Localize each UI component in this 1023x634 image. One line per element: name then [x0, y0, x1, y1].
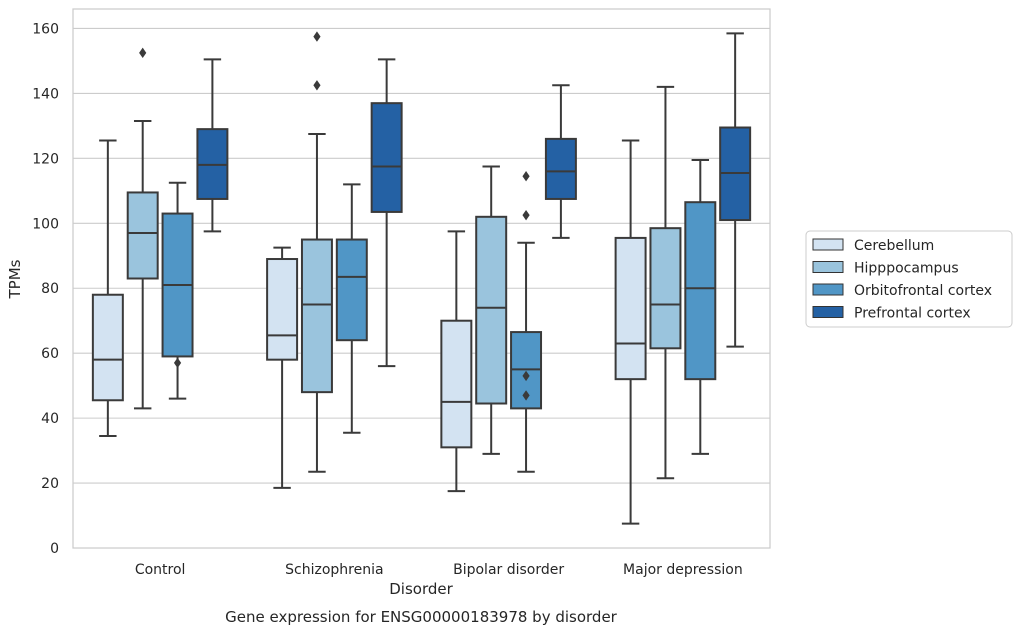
box-iqr: [300, 238, 333, 394]
y-tick-labels: 0 20 40 60 80 100 120 140 160: [32, 21, 59, 557]
y-tick-label: 100: [32, 216, 59, 232]
y-tick-label: 40: [41, 411, 59, 427]
legend-label: Orbitofrontal cortex: [854, 283, 992, 299]
x-tick-label: Major depression: [623, 562, 743, 578]
box-cerebellum: [91, 139, 124, 437]
x-tick-label: Bipolar disorder: [453, 562, 564, 578]
y-tick-label: 20: [41, 476, 59, 492]
y-tick-label: 140: [32, 86, 59, 102]
box-prefrontal-cortex: [196, 58, 229, 233]
legend-label: Cerebellum: [854, 238, 934, 254]
box-iqr: [475, 215, 508, 405]
chart-caption: Gene expression for ENSG00000183978 by d…: [225, 608, 618, 626]
x-tick-label: Control: [135, 562, 186, 578]
plot-frame: [72, 8, 771, 549]
box-orbitofrontal-cortex: [335, 183, 368, 434]
x-tick-labels: Control Schizophrenia Bipolar disorder Majo…: [135, 562, 743, 578]
legend-swatch: [812, 261, 844, 273]
legend: Cerebellum Hipppocampus Orbitofrontal cort…: [805, 230, 1013, 328]
box-cerebellum: [266, 246, 299, 489]
outlier-point: [139, 47, 147, 59]
x-axis-label: Disorder: [389, 580, 453, 598]
box-orbitofrontal-cortex: [161, 181, 194, 400]
box-iqr: [684, 201, 717, 381]
box-iqr: [370, 102, 403, 213]
box-plot-marks: [91, 31, 752, 525]
box-iqr: [126, 191, 159, 280]
outlier-point: [522, 209, 530, 221]
box-prefrontal-cortex: [719, 32, 752, 348]
box-cerebellum: [614, 139, 647, 525]
legend-swatch: [812, 283, 844, 296]
box-iqr: [440, 319, 473, 449]
y-axis-label: TPMs: [6, 259, 24, 299]
box-orbitofrontal-cortex: [510, 171, 543, 473]
box-cerebellum: [440, 230, 473, 493]
box-prefrontal-cortex: [544, 84, 577, 239]
x-tick-label: Schizophrenia: [285, 562, 383, 578]
box-hipppocampus: [300, 31, 333, 473]
outlier-point: [173, 357, 182, 369]
outlier-point: [313, 31, 321, 42]
outlier-point: [522, 370, 530, 382]
outlier-point: [313, 80, 321, 91]
box-hipppocampus: [475, 165, 508, 455]
y-tick-label: 60: [41, 346, 59, 362]
box-iqr: [544, 137, 577, 200]
box-iqr: [335, 238, 368, 342]
legend-label: Prefrontal cortex: [854, 306, 971, 322]
box-orbitofrontal-cortex: [684, 158, 717, 455]
box-hipppocampus: [126, 47, 159, 410]
box-hipppocampus: [649, 85, 682, 480]
box-iqr: [91, 293, 124, 402]
outlier-point: [522, 390, 530, 401]
y-tick-label: 160: [32, 21, 59, 37]
outlier-point: [522, 171, 530, 182]
y-tick-label: 80: [41, 281, 59, 297]
box-iqr: [649, 227, 682, 350]
box-iqr: [266, 258, 299, 361]
legend-label: Hipppocampus: [854, 261, 959, 277]
legend-swatch: [812, 238, 844, 251]
y-tick-label: 120: [32, 151, 59, 167]
box-prefrontal-cortex: [370, 58, 403, 368]
box-iqr: [614, 236, 647, 381]
legend-frame: [805, 230, 1013, 328]
legend-swatch: [812, 306, 844, 318]
y-tick-label: 0: [50, 541, 59, 557]
